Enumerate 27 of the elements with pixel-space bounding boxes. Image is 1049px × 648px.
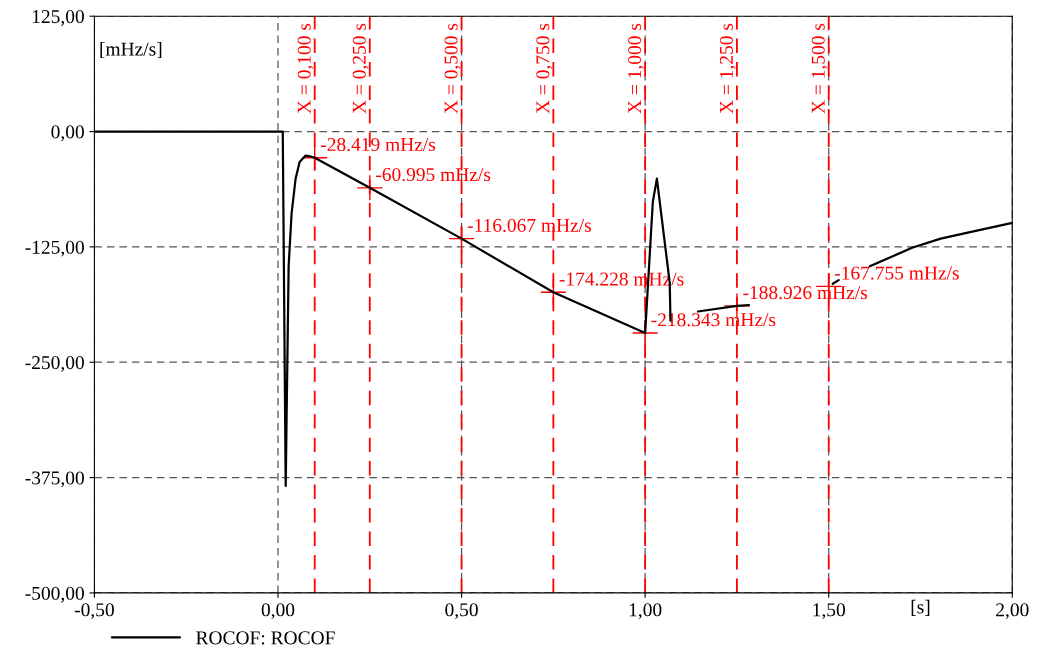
ref-line-label: X = 1,250 s bbox=[719, 23, 736, 114]
y-axis-title: [mHz/s] bbox=[100, 41, 162, 59]
annotation: -218.343 mHz/s bbox=[651, 313, 776, 327]
ref-line-label: X = 0,250 s bbox=[352, 23, 369, 114]
y-tick-label: 125,00 bbox=[32, 10, 84, 26]
y-tick-label: 0,00 bbox=[51, 125, 84, 142]
ref-line-label: X = 0,500 s bbox=[444, 23, 461, 114]
x-tick-label: 2,00 bbox=[996, 603, 1029, 620]
x-tick-label: -0,50 bbox=[74, 603, 114, 620]
ref-line-label: X = 0,100 s bbox=[297, 23, 314, 114]
annotation: -28.419 mHz/s bbox=[320, 137, 436, 152]
annotation: -60.995 mHz/s bbox=[376, 167, 491, 182]
y-tick-label: -375,00 bbox=[25, 471, 84, 488]
y-tick-label: -250,00 bbox=[25, 356, 84, 372]
ref-line-label: X = 1,000 s bbox=[628, 23, 644, 114]
ref-line-label: X = 0,750 s bbox=[536, 23, 553, 114]
x-tick-label: 1,50 bbox=[813, 603, 845, 620]
annotation: -116.067 mHz/s bbox=[467, 218, 591, 232]
x-axis-title: [s] bbox=[911, 599, 930, 616]
y-tick-label: -125,00 bbox=[25, 240, 84, 257]
ref-line-label: X = 1,500 s bbox=[811, 23, 828, 114]
y-tick-label: -500,00 bbox=[25, 586, 84, 603]
legend-label: ROCOF: ROCOF bbox=[196, 631, 335, 645]
x-tick-label: 0,00 bbox=[261, 603, 295, 620]
x-tick-label: 1,00 bbox=[629, 603, 662, 620]
annotation: -167.755 mHz/s bbox=[834, 266, 959, 280]
x-tick-label: 0,50 bbox=[445, 603, 478, 620]
